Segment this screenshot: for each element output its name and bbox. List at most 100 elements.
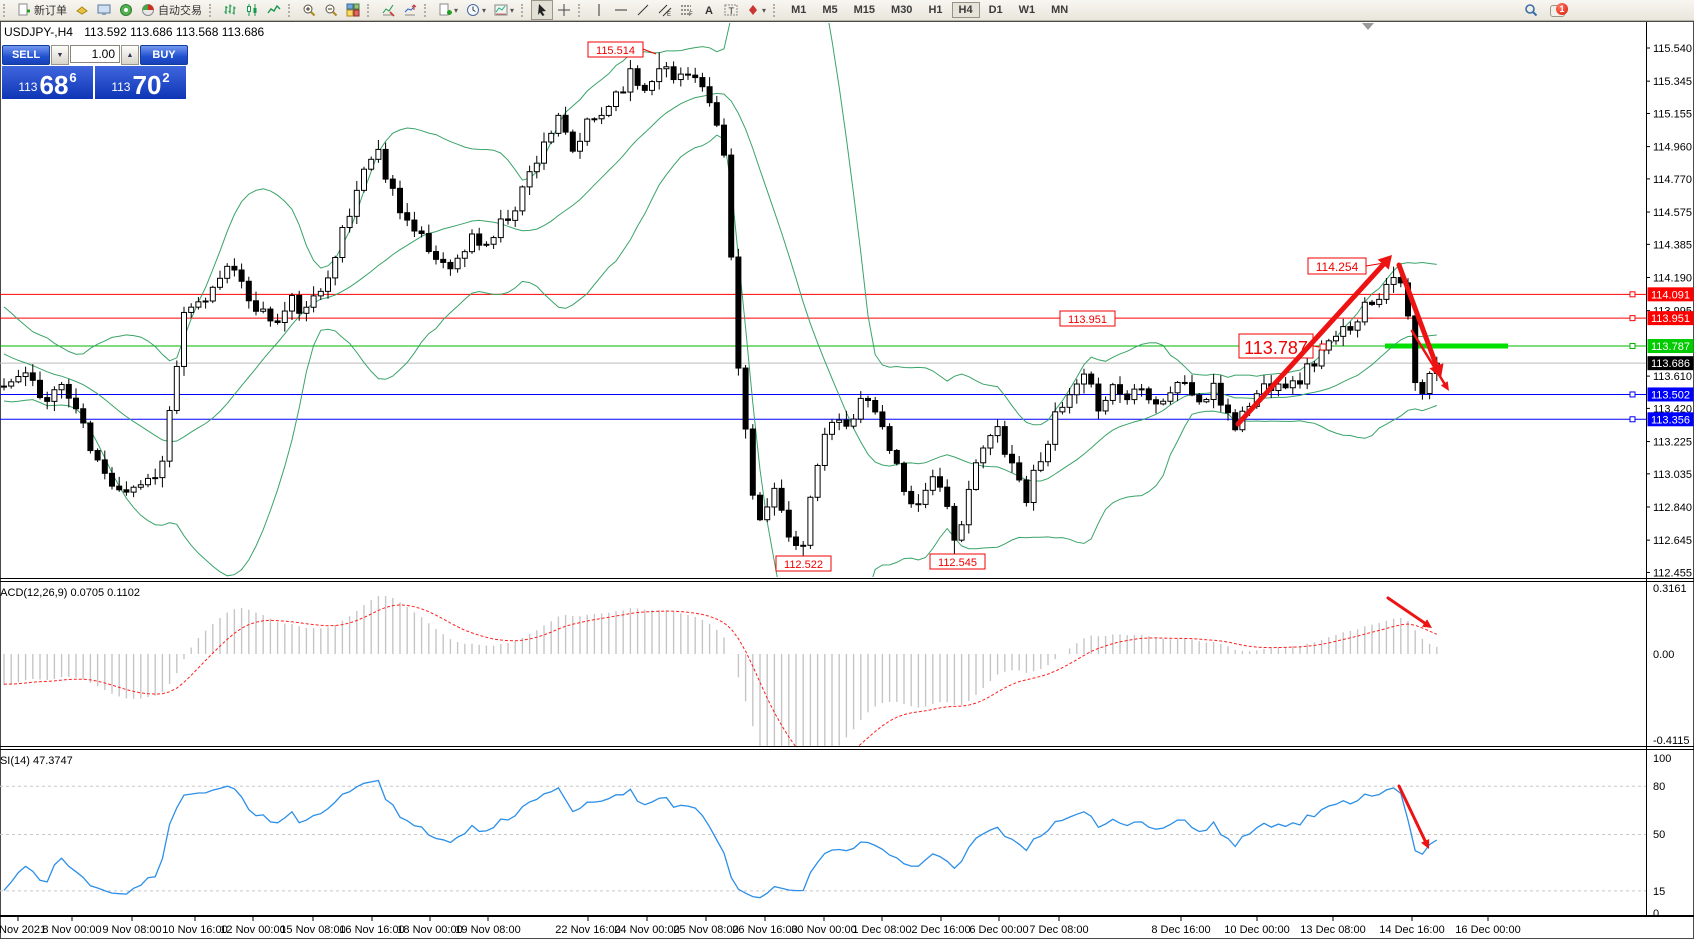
- timeframe-m1-button[interactable]: M1: [791, 4, 807, 16]
- arrows-tool-button[interactable]: ▾: [742, 0, 770, 20]
- vertical-line-tool-icon: [598, 4, 600, 16]
- macd-signal-line: [4, 604, 1438, 746]
- zoom-in-button[interactable]: [298, 0, 320, 20]
- volume-input[interactable]: [70, 45, 120, 63]
- new-chart-icon: [439, 3, 452, 16]
- dropdown-arrow-icon[interactable]: ▾: [762, 5, 767, 15]
- search-icon: [1525, 4, 1538, 17]
- buy-price-prefix: 113: [111, 80, 131, 94]
- svg-text:112.645: 112.645: [1653, 535, 1692, 547]
- rsi-axis[interactable]: 100 80 50 15 0 0.3161 0.00 -0.4115: [0, 583, 1690, 920]
- notification-count-badge: 1: [1556, 3, 1568, 15]
- svg-text:112.545: 112.545: [938, 557, 977, 569]
- text-tool-button[interactable]: A: [698, 0, 720, 20]
- svg-text:8 Nov 00:00: 8 Nov 00:00: [42, 924, 101, 936]
- macd-indicator: [3, 595, 1438, 746]
- candle-chart-mode-button[interactable]: [241, 0, 263, 20]
- svg-text:26 Nov 16:00: 26 Nov 16:00: [732, 924, 797, 936]
- objects-list-button[interactable]: [399, 0, 421, 20]
- templates-button[interactable]: ▾: [490, 0, 518, 20]
- svg-text:114.254: 114.254: [1316, 260, 1359, 274]
- periods-button[interactable]: ▾: [462, 0, 490, 20]
- new-chart-button[interactable]: ▾: [434, 0, 462, 20]
- svg-text:113.356: 113.356: [1651, 414, 1690, 426]
- tile-windows-icon: [346, 3, 360, 17]
- new-order-icon: [18, 3, 30, 16]
- svg-text:112.840: 112.840: [1653, 502, 1692, 514]
- timeframe-mn-button[interactable]: MN: [1051, 4, 1069, 16]
- volume-decrease-button[interactable]: ▼: [51, 45, 69, 65]
- chart-shift-button[interactable]: [71, 0, 93, 20]
- buy-price-sup: 2: [162, 70, 170, 85]
- new-order-button[interactable]: 新订单: [13, 0, 71, 20]
- fibonacci-tool-button[interactable]: F: [676, 0, 698, 20]
- indicators-list-button[interactable]: [377, 0, 399, 20]
- horizontal-line-tool-button[interactable]: [610, 0, 632, 20]
- fibonacci-tool-icon: F: [681, 5, 693, 17]
- svg-text:113.502: 113.502: [1651, 389, 1690, 401]
- channel-tool-button[interactable]: E: [654, 0, 676, 20]
- rsi-line: [3, 779, 1438, 899]
- buy-quote[interactable]: 113 70 2: [95, 66, 186, 99]
- timeframe-w1-button[interactable]: W1: [1018, 4, 1036, 16]
- volume-increase-button[interactable]: ▲: [121, 45, 139, 65]
- trendline-tool-button[interactable]: [632, 0, 654, 20]
- svg-text:113.951: 113.951: [1068, 314, 1107, 326]
- timeframe-m15-button[interactable]: M15: [853, 4, 876, 16]
- vertical-line-tool-button[interactable]: [588, 0, 610, 20]
- zoom-out-button[interactable]: [320, 0, 342, 20]
- objects-list-icon: [404, 4, 417, 16]
- zoom-in-icon: [303, 4, 316, 17]
- data-window-button[interactable]: [93, 0, 115, 20]
- toolbar-grip: [367, 3, 372, 17]
- sell-quote[interactable]: 113 68 6: [2, 66, 93, 99]
- dropdown-arrow-icon[interactable]: ▾: [482, 5, 487, 15]
- dropdown-arrow-icon[interactable]: ▾: [454, 5, 459, 15]
- toolbar-grip: [578, 3, 583, 17]
- tile-windows-button[interactable]: [342, 0, 364, 20]
- svg-text:113.787: 113.787: [1651, 341, 1690, 353]
- auto-trading-button[interactable]: 自动交易: [137, 0, 206, 20]
- svg-text:113.787: 113.787: [1244, 338, 1308, 358]
- svg-text:0.00: 0.00: [1653, 649, 1674, 661]
- timeframe-h1-button[interactable]: H1: [928, 4, 943, 16]
- search-button[interactable]: [1520, 0, 1542, 20]
- text-label-tool-button[interactable]: T: [720, 0, 742, 20]
- timeframe-d1-button[interactable]: D1: [988, 4, 1003, 16]
- dropdown-arrow-icon[interactable]: ▾: [510, 5, 515, 15]
- sell-price-prefix: 113: [18, 80, 38, 94]
- svg-text:6 Dec 00:00: 6 Dec 00:00: [969, 924, 1028, 936]
- svg-text:115.540: 115.540: [1653, 43, 1692, 55]
- market-watch-button[interactable]: [115, 0, 137, 20]
- price-flag-annotations: 115.514 114.254 113.951 113.787 112.522 112.5…: [587, 41, 1391, 572]
- line-chart-mode-button[interactable]: [263, 0, 285, 20]
- svg-text:9 Nov 08:00: 9 Nov 08:00: [102, 924, 161, 936]
- new-order-button-label: 新订单: [34, 5, 67, 17]
- text-tool-icon: A: [705, 5, 713, 17]
- svg-text:10 Nov 16:00: 10 Nov 16:00: [162, 924, 227, 936]
- crosshair-tool-icon: [558, 4, 571, 16]
- svg-text:1 Dec 08:00: 1 Dec 08:00: [852, 924, 911, 936]
- svg-text:113.686: 113.686: [1651, 358, 1690, 370]
- svg-text:16 Nov 16:00: 16 Nov 16:00: [339, 924, 404, 936]
- buy-button[interactable]: BUY: [140, 45, 188, 65]
- svg-text:8 Dec 16:00: 8 Dec 16:00: [1151, 924, 1210, 936]
- svg-text:T: T: [729, 6, 735, 16]
- notifications-button[interactable]: 1: [1550, 3, 1568, 17]
- cursor-tool-button[interactable]: [531, 0, 554, 20]
- bollinger-upper-line: [3, 23, 1437, 426]
- timeframe-h4-button[interactable]: H4: [951, 2, 980, 18]
- ohlc-values: 113.592 113.686 113.568 113.686: [84, 25, 265, 39]
- timeframe-m30-button[interactable]: M30: [891, 4, 913, 16]
- bollinger-lower-line: [3, 134, 1437, 577]
- toolbar-right-group: 1: [1520, 0, 1568, 20]
- crosshair-tool-button[interactable]: [553, 0, 575, 20]
- price-axis[interactable]: 115.540 115.345 115.155 114.960 114.770 114.5…: [1646, 43, 1692, 579]
- chart-canvas[interactable]: 115.540 115.345 115.155 114.960 114.770 114.5…: [0, 20, 1694, 939]
- svg-text:18 Nov 00:00: 18 Nov 00:00: [397, 924, 462, 936]
- timeframe-m5-button[interactable]: M5: [822, 4, 838, 16]
- svg-text:30 Nov 00:00: 30 Nov 00:00: [791, 924, 856, 936]
- bar-chart-mode-button[interactable]: [219, 0, 241, 20]
- sell-button[interactable]: SELL: [2, 45, 50, 65]
